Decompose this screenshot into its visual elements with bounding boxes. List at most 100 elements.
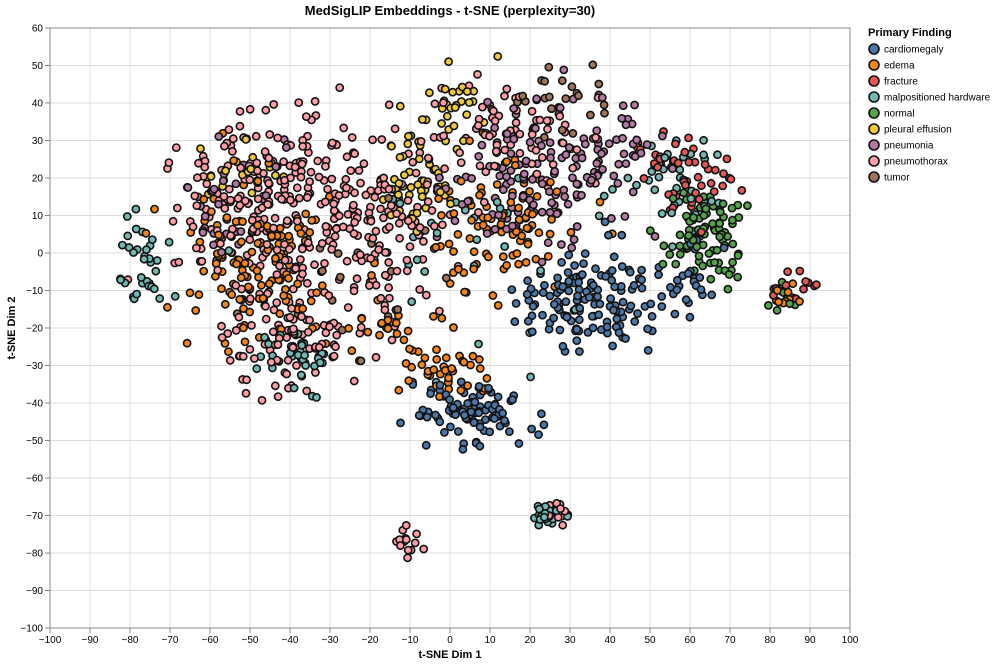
point-malpositioned-hardware <box>315 358 325 367</box>
point-edema <box>199 266 209 276</box>
point-malpositioned-hardware <box>151 266 161 276</box>
x-tick-label: −50 <box>242 635 259 646</box>
point-tumor <box>557 125 567 135</box>
point-pneumothorax <box>473 207 483 217</box>
point-pneumothorax <box>488 106 498 116</box>
point-pneumothorax <box>261 301 270 311</box>
point-malpositioned-hardware <box>432 228 442 238</box>
point-pneumothorax <box>354 166 364 175</box>
point-pneumothorax <box>485 131 494 141</box>
point-pleural-effusion <box>241 134 251 144</box>
point-malpositioned-hardware <box>139 254 149 264</box>
point-edema <box>312 288 322 298</box>
point-edema <box>468 351 478 361</box>
point-pneumothorax <box>303 238 313 248</box>
point-edema <box>236 237 246 247</box>
point-edema <box>296 228 306 238</box>
point-malpositioned-hardware <box>474 339 483 349</box>
point-pneumonia <box>580 139 590 149</box>
point-edema <box>475 190 484 200</box>
point-normal <box>645 226 655 235</box>
point-pneumothorax <box>253 194 263 204</box>
point-pneumonia <box>650 231 660 241</box>
point-pleural-effusion <box>395 101 405 111</box>
point-normal <box>727 203 737 213</box>
point-pneumothorax <box>261 314 271 324</box>
point-pneumothorax <box>219 141 229 151</box>
point-pneumothorax <box>395 233 404 243</box>
point-pneumothorax <box>502 84 512 94</box>
point-cardiomegaly <box>575 347 584 356</box>
point-tumor <box>574 91 583 101</box>
x-tick-label: 60 <box>684 635 696 646</box>
point-tumor <box>599 100 609 110</box>
point-pneumonia <box>620 211 630 221</box>
point-malpositioned-hardware <box>260 332 269 342</box>
point-pneumothorax <box>266 357 276 367</box>
point-cardiomegaly <box>475 422 485 432</box>
point-pleural-effusion <box>417 192 427 201</box>
point-edema <box>512 249 522 258</box>
point-cardiomegaly <box>695 273 705 282</box>
point-malpositioned-hardware <box>136 273 146 282</box>
point-pneumothorax <box>356 178 365 188</box>
point-pleural-effusion <box>403 131 413 141</box>
point-pneumothorax <box>247 215 257 225</box>
point-pneumothorax <box>401 521 411 530</box>
x-tick-label: −40 <box>282 635 299 646</box>
point-edema <box>482 373 492 383</box>
point-malpositioned-hardware <box>296 370 306 380</box>
point-pleural-effusion <box>393 190 403 200</box>
point-edema <box>441 353 451 363</box>
legend-title: Primary Finding <box>868 27 952 39</box>
point-edema <box>399 335 409 345</box>
y-tick-label: −40 <box>26 399 43 410</box>
point-pneumonia <box>628 187 638 197</box>
point-cardiomegaly <box>463 398 473 408</box>
point-edema <box>453 264 463 274</box>
point-pneumothorax <box>227 146 237 156</box>
point-edema <box>267 231 276 241</box>
point-malpositioned-hardware <box>632 180 641 190</box>
point-pneumonia <box>217 247 226 257</box>
point-tumor <box>384 193 393 203</box>
point-pneumonia <box>557 240 566 249</box>
point-malpositioned-hardware <box>252 364 262 374</box>
point-pneumonia <box>490 123 500 133</box>
point-pneumonia <box>547 198 557 208</box>
point-pneumothorax <box>479 197 489 207</box>
point-normal <box>704 249 714 258</box>
point-pneumonia <box>200 211 210 221</box>
point-tumor <box>594 79 604 89</box>
point-pneumonia <box>545 207 555 217</box>
point-normal <box>718 199 728 209</box>
point-cardiomegaly <box>602 322 612 332</box>
point-pneumothorax <box>384 257 394 267</box>
point-pneumothorax <box>323 184 332 194</box>
point-pleural-effusion <box>395 152 405 162</box>
point-pneumothorax <box>342 256 352 266</box>
point-edema <box>293 279 303 289</box>
point-cardiomegaly <box>564 276 574 286</box>
point-normal <box>675 230 685 240</box>
y-tick-label: 10 <box>32 211 44 222</box>
point-cardiomegaly <box>604 230 613 240</box>
point-pneumothorax <box>379 173 389 183</box>
point-malpositioned-hardware <box>594 211 604 221</box>
point-fracture <box>709 187 719 196</box>
point-edema <box>284 231 294 241</box>
point-pneumonia <box>618 101 628 111</box>
point-malpositioned-hardware <box>407 297 417 307</box>
y-tick-label: −70 <box>26 511 43 522</box>
point-pneumothorax <box>302 278 312 288</box>
point-pneumothorax <box>376 204 385 214</box>
point-pneumonia <box>636 148 646 158</box>
point-cardiomegaly <box>707 290 717 300</box>
point-pneumothorax <box>361 190 371 200</box>
point-cardiomegaly <box>396 418 405 428</box>
point-pneumonia <box>567 243 577 253</box>
point-pleural-effusion <box>450 103 460 112</box>
point-cardiomegaly <box>593 292 602 302</box>
point-edema <box>772 285 782 295</box>
legend-swatch <box>868 75 880 87</box>
